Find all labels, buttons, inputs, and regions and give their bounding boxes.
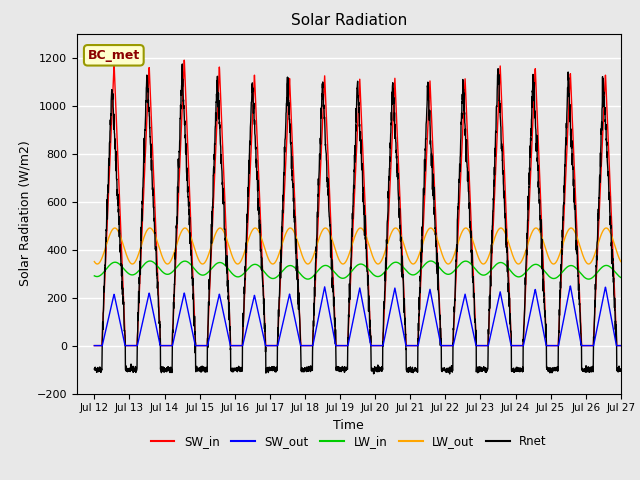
Line: LW_in: LW_in bbox=[94, 261, 621, 279]
SW_in bbox=[607, 195, 614, 201]
SW_out bbox=[566, 283, 574, 289]
LW_in bbox=[316, 266, 323, 272]
LW_out bbox=[617, 259, 625, 264]
SW_in bbox=[90, 343, 98, 348]
SW_in bbox=[617, 343, 625, 348]
LW_out bbox=[444, 261, 452, 267]
LW_out bbox=[90, 259, 98, 264]
Rnet bbox=[292, 268, 300, 274]
Line: SW_in: SW_in bbox=[94, 60, 621, 346]
Rnet bbox=[607, 223, 614, 228]
SW_in bbox=[550, 343, 557, 348]
X-axis label: Time: Time bbox=[333, 419, 364, 432]
Rnet bbox=[90, 366, 98, 372]
Text: BC_met: BC_met bbox=[88, 49, 140, 62]
SW_out bbox=[617, 343, 625, 348]
SW_out bbox=[182, 297, 189, 302]
SW_in bbox=[292, 237, 300, 243]
LW_in bbox=[607, 264, 614, 270]
LW_out bbox=[150, 230, 158, 236]
LW_out bbox=[550, 261, 558, 267]
Rnet bbox=[550, 365, 558, 371]
Rnet bbox=[150, 219, 158, 225]
Line: Rnet: Rnet bbox=[94, 64, 621, 374]
LW_in bbox=[150, 260, 158, 266]
SW_out bbox=[150, 315, 158, 321]
SW_out bbox=[550, 343, 557, 348]
Rnet bbox=[617, 367, 625, 372]
Rnet bbox=[316, 167, 323, 173]
SW_in bbox=[150, 192, 158, 198]
LW_in bbox=[146, 258, 154, 264]
Legend: SW_in, SW_out, LW_in, LW_out, Rnet: SW_in, SW_out, LW_in, LW_out, Rnet bbox=[146, 430, 552, 453]
LW_out bbox=[182, 225, 189, 231]
Rnet bbox=[179, 61, 186, 67]
LW_in bbox=[292, 266, 300, 272]
SW_out bbox=[90, 343, 98, 348]
SW_out bbox=[292, 323, 300, 328]
SW_out bbox=[607, 312, 614, 317]
LW_in bbox=[304, 276, 312, 282]
Line: LW_out: LW_out bbox=[94, 228, 621, 264]
Rnet bbox=[446, 371, 454, 377]
Title: Solar Radiation: Solar Radiation bbox=[291, 13, 407, 28]
SW_in bbox=[182, 95, 189, 100]
SW_out bbox=[316, 312, 323, 318]
Rnet bbox=[182, 141, 189, 146]
LW_out bbox=[292, 234, 300, 240]
LW_in bbox=[90, 273, 98, 279]
LW_out bbox=[316, 236, 323, 241]
LW_in bbox=[182, 258, 189, 264]
Line: SW_out: SW_out bbox=[94, 286, 621, 346]
SW_in bbox=[180, 57, 188, 63]
LW_in bbox=[550, 276, 558, 281]
LW_in bbox=[617, 275, 625, 280]
LW_out bbox=[427, 225, 435, 231]
Y-axis label: Solar Radiation (W/m2): Solar Radiation (W/m2) bbox=[18, 141, 31, 287]
SW_in bbox=[316, 194, 323, 200]
LW_out bbox=[607, 231, 614, 237]
